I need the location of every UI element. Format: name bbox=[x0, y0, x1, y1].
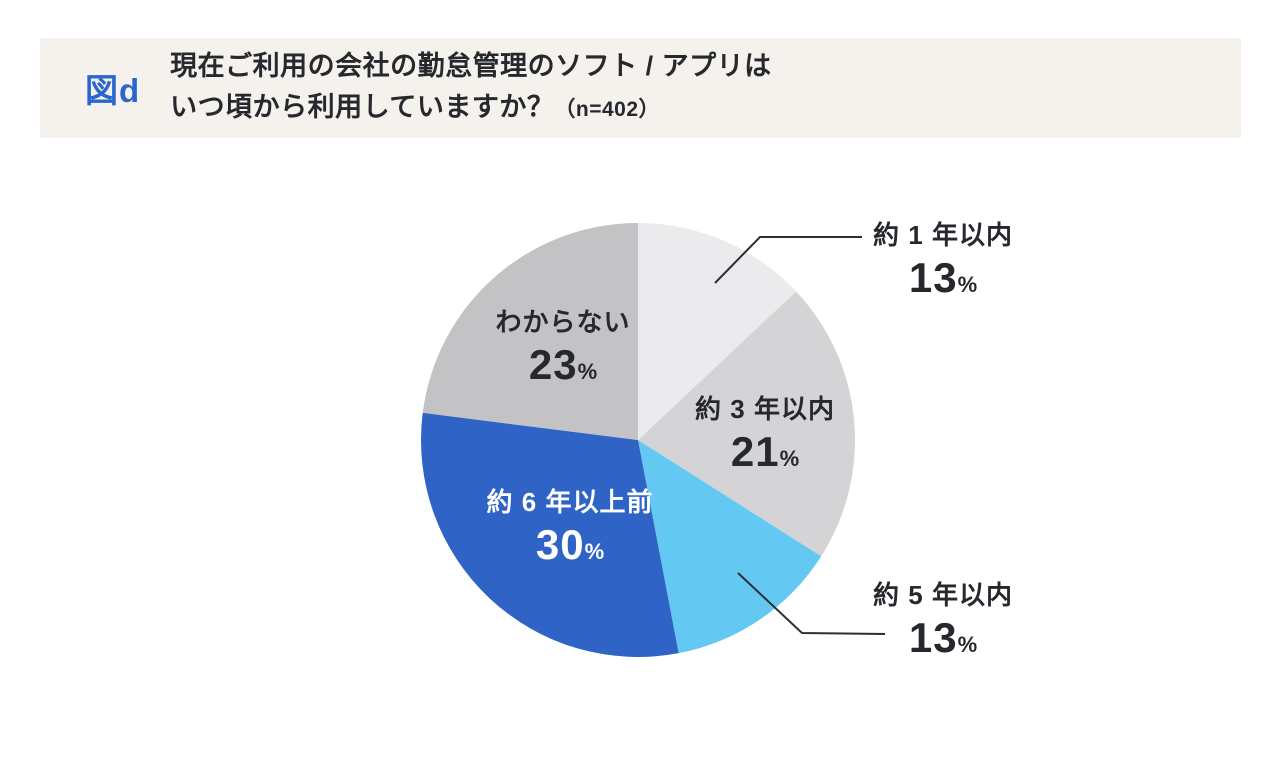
slice-label-dont-know-text: わからない bbox=[495, 307, 631, 337]
leader-line-1year bbox=[714, 236, 862, 284]
pie-slice-5 bbox=[422, 223, 638, 440]
slice-label-3years-text: 約 3 年以内 bbox=[695, 394, 835, 424]
slice-label-5years-value: 13 bbox=[908, 614, 958, 661]
slice-label-1year-text: 約 1 年以内 bbox=[873, 220, 1013, 250]
leader-line-5years bbox=[737, 572, 886, 635]
question-header-band: 図d 現在ご利用の会社の勤怠管理のソフト / アプリは いつ頃から利用しています… bbox=[40, 38, 1241, 138]
slice-label-5years: 約 5 年以内 13% bbox=[848, 578, 1038, 664]
slice-label-6plus-years-value: 30 bbox=[535, 521, 585, 568]
slice-label-6plus-years-text: 約 6 年以上前 bbox=[486, 487, 654, 517]
slice-label-5years-text: 約 5 年以内 bbox=[873, 580, 1013, 610]
slice-label-3years-value: 21 bbox=[730, 428, 780, 475]
pie-slice-4 bbox=[420, 412, 679, 658]
pie-slice-3 bbox=[638, 440, 822, 654]
slice-label-dont-know: わからない 23% bbox=[443, 305, 683, 391]
slice-label-5years-unit: % bbox=[957, 632, 978, 657]
slice-label-1year-unit: % bbox=[957, 272, 978, 297]
slice-label-3years-unit: % bbox=[779, 446, 800, 471]
question-title-line2: いつ頃から利用していますか？ bbox=[170, 92, 555, 122]
slice-label-1year-value: 13 bbox=[908, 254, 958, 301]
pie-slices bbox=[420, 223, 856, 658]
figure-tag: 図d bbox=[85, 72, 141, 109]
slice-label-6plus-years-unit: % bbox=[584, 539, 605, 564]
pie-slice-2 bbox=[638, 291, 856, 557]
slice-label-dont-know-value: 23 bbox=[528, 341, 578, 388]
slice-label-1year: 約 1 年以内 13% bbox=[848, 218, 1038, 304]
slice-label-6plus-years: 約 6 年以上前 30% bbox=[450, 485, 690, 571]
slice-label-3years: 約 3 年以内 21% bbox=[645, 392, 885, 478]
sample-size-note: （n=402） bbox=[554, 98, 661, 121]
question-title-line1: 現在ご利用の会社の勤怠管理のソフト / アプリは bbox=[170, 51, 772, 81]
pie-slice-1 bbox=[638, 223, 797, 440]
question-title: 現在ご利用の会社の勤怠管理のソフト / アプリは いつ頃から利用していますか？（… bbox=[170, 46, 772, 130]
slice-label-dont-know-unit: % bbox=[577, 359, 598, 384]
